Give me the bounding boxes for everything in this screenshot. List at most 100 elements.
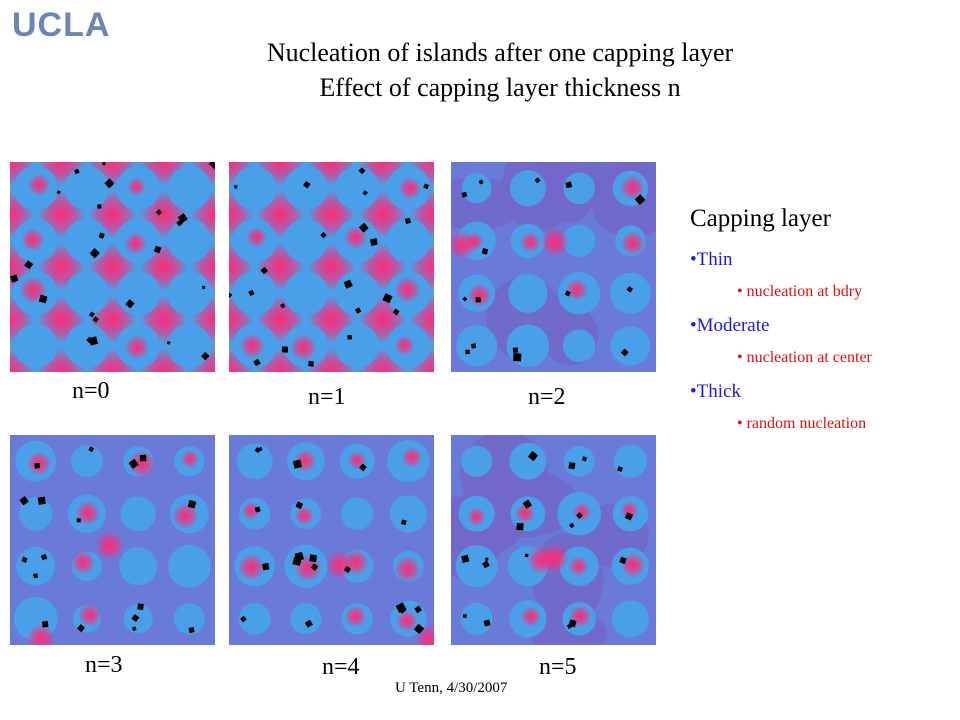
island-dot — [102, 162, 106, 166]
island-dot — [295, 501, 304, 510]
panel-label-n0: n=0 — [72, 378, 110, 404]
simulation-panel-n3 — [10, 435, 215, 645]
island-dot — [233, 185, 238, 189]
island-dot — [76, 518, 81, 523]
island-dot — [401, 519, 407, 526]
island-dot — [512, 347, 519, 353]
island-dot — [481, 248, 489, 255]
island-dot — [303, 181, 311, 189]
island-dot — [634, 194, 646, 206]
island-dot — [208, 162, 215, 170]
island-dot — [104, 178, 115, 189]
island-dot — [568, 619, 577, 628]
island-dot — [369, 238, 378, 246]
island-dot — [358, 463, 367, 472]
island-dot — [131, 626, 137, 632]
legend-sub-thick: • random nucleation — [737, 415, 867, 432]
island-dot — [462, 296, 468, 302]
island-dot — [414, 605, 422, 614]
island-dot — [423, 183, 429, 190]
island-dot — [564, 290, 571, 297]
simulation-panel-n4 — [229, 435, 434, 645]
panel-graphic — [451, 435, 656, 645]
panel-label-n4: n=4 — [322, 654, 360, 680]
island-dot — [139, 454, 147, 462]
panel-graphic — [10, 162, 215, 372]
island-dot — [620, 348, 629, 357]
panel-label-n5: n=5 — [539, 654, 577, 680]
island-dot — [522, 499, 533, 509]
island-dot — [413, 623, 425, 635]
panel-label-n3: n=3 — [85, 652, 123, 678]
island-dot — [475, 296, 481, 303]
panel-graphic — [229, 162, 434, 372]
island-dot — [462, 613, 467, 619]
panel-label-n2: n=2 — [528, 384, 566, 410]
island-dot — [97, 204, 102, 209]
island-dot — [19, 496, 29, 506]
island-dot — [38, 294, 48, 304]
island-dot — [280, 303, 286, 309]
island-dot — [34, 462, 41, 469]
island-dot — [309, 554, 318, 563]
legend-item-thin: •Thin — [690, 249, 733, 270]
island-dot — [292, 459, 303, 469]
island-dot — [392, 308, 400, 316]
legend-item-moderate: •Moderate — [690, 315, 770, 336]
island-dot — [465, 349, 470, 355]
island-dot — [483, 619, 491, 627]
island-dot — [565, 181, 573, 189]
island-dot — [516, 522, 524, 531]
island-dot — [56, 189, 61, 195]
legend-heading: Capping layer — [690, 205, 831, 232]
island-dot — [478, 179, 484, 185]
slide-title-line2: Effect of capping layer thickness n — [319, 73, 681, 102]
simulation-panel-n5 — [451, 435, 656, 645]
legend-sub-thin: • nucleation at bdry — [737, 283, 863, 300]
island-dot — [362, 190, 368, 196]
legend-sub-moderate: • nucleation at center — [737, 349, 872, 366]
island-dot — [481, 560, 490, 569]
island-dot — [125, 299, 135, 309]
island-dot — [137, 603, 144, 610]
island-dot — [201, 285, 206, 290]
island-dot — [187, 499, 197, 509]
island-dot — [294, 551, 305, 562]
island-dot — [576, 512, 583, 520]
island-dot — [188, 626, 195, 634]
island-dot — [568, 462, 576, 470]
island-dot — [308, 360, 314, 367]
island-dot — [248, 289, 255, 296]
island-dot — [155, 209, 163, 216]
island-dot — [88, 336, 99, 346]
island-dot — [619, 556, 627, 565]
island-dot — [624, 512, 634, 521]
island-dot — [527, 450, 539, 462]
simulation-panel-n2 — [451, 162, 656, 372]
island-dot — [74, 168, 80, 175]
island-dot — [76, 624, 86, 633]
slide-title-line1: Nucleation of islands after one capping … — [266, 38, 734, 67]
island-dot — [347, 334, 353, 340]
simulation-panel-n1 — [229, 162, 434, 372]
panel-label-n1: n=1 — [308, 384, 346, 410]
island-dot — [40, 553, 48, 561]
island-dot — [471, 343, 477, 349]
island-dot — [354, 307, 362, 314]
island-dot — [92, 316, 99, 323]
island-dot — [262, 562, 270, 571]
island-dot — [33, 573, 39, 579]
panel-graphic — [229, 435, 434, 645]
island-dot — [166, 340, 171, 345]
island-dot — [42, 621, 49, 628]
island-dot — [131, 614, 140, 622]
island-dot — [281, 346, 289, 353]
island-dot — [10, 274, 19, 283]
island-dot — [358, 167, 366, 175]
island-dot — [461, 554, 470, 564]
island-dot — [253, 358, 261, 367]
ucla-logo: UCLA — [12, 6, 111, 44]
island-dot — [626, 286, 634, 293]
island-dot — [581, 456, 588, 462]
island-dot — [260, 266, 269, 275]
